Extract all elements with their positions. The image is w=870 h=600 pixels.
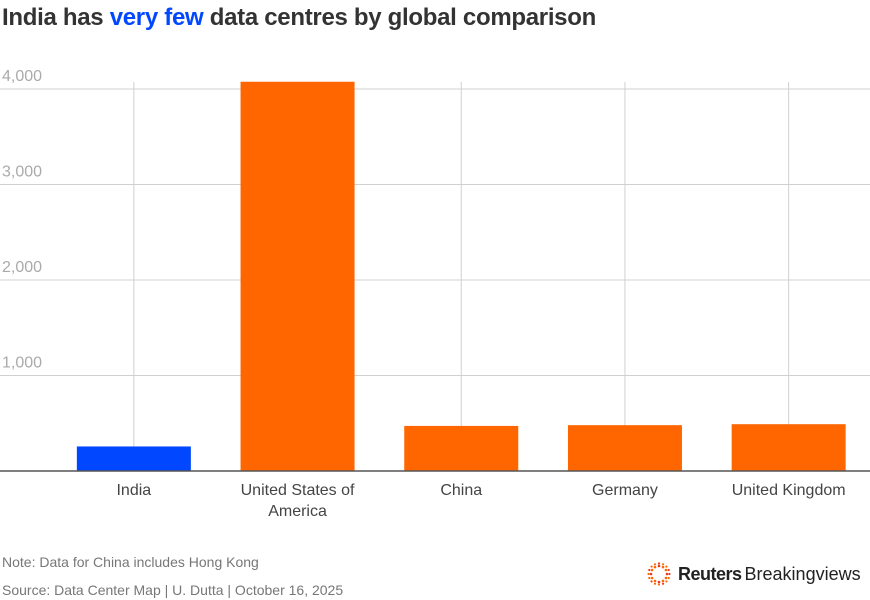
y-tick-label: 2,000 — [2, 259, 42, 276]
title-text: data centres by global comparison — [203, 4, 597, 31]
x-tick-label: America — [268, 503, 327, 520]
note: Note: Data for China includes Hong Kong — [2, 554, 259, 570]
x-tick-label: United Kingdom — [732, 482, 846, 499]
x-tick-label: India — [116, 482, 151, 499]
x-tick-label: China — [440, 482, 482, 499]
bar-united-kingdom — [731, 424, 846, 471]
y-tick-label: 1,000 — [2, 355, 42, 372]
x-tick-label: United States of — [241, 482, 355, 499]
title-text: India has — [2, 4, 110, 31]
bar-india — [76, 446, 191, 471]
x-tick-label: Germany — [592, 482, 658, 499]
y-tick-label: 4,000 — [2, 68, 42, 85]
bar-chart: 1,000 2,000 3,000 4,000 India United States o… — [0, 68, 870, 520]
reuters-logo-icon — [647, 562, 671, 586]
y-tick-label: 3,000 — [2, 164, 42, 181]
source: Source: Data Center Map | U. Dutta | Oct… — [2, 582, 344, 598]
bar-germany — [567, 425, 682, 471]
logo-rest: Breakingviews — [744, 563, 861, 584]
logo-bold: Reuters — [678, 563, 742, 584]
bar-united-states-of-america — [240, 81, 355, 471]
chart-title: India has very few data centres by globa… — [2, 4, 596, 32]
bar-china — [404, 425, 519, 471]
reuters-breakingviews-logo: Reuters Breakingviews — [646, 561, 861, 587]
title-highlight: very few — [109, 4, 204, 31]
